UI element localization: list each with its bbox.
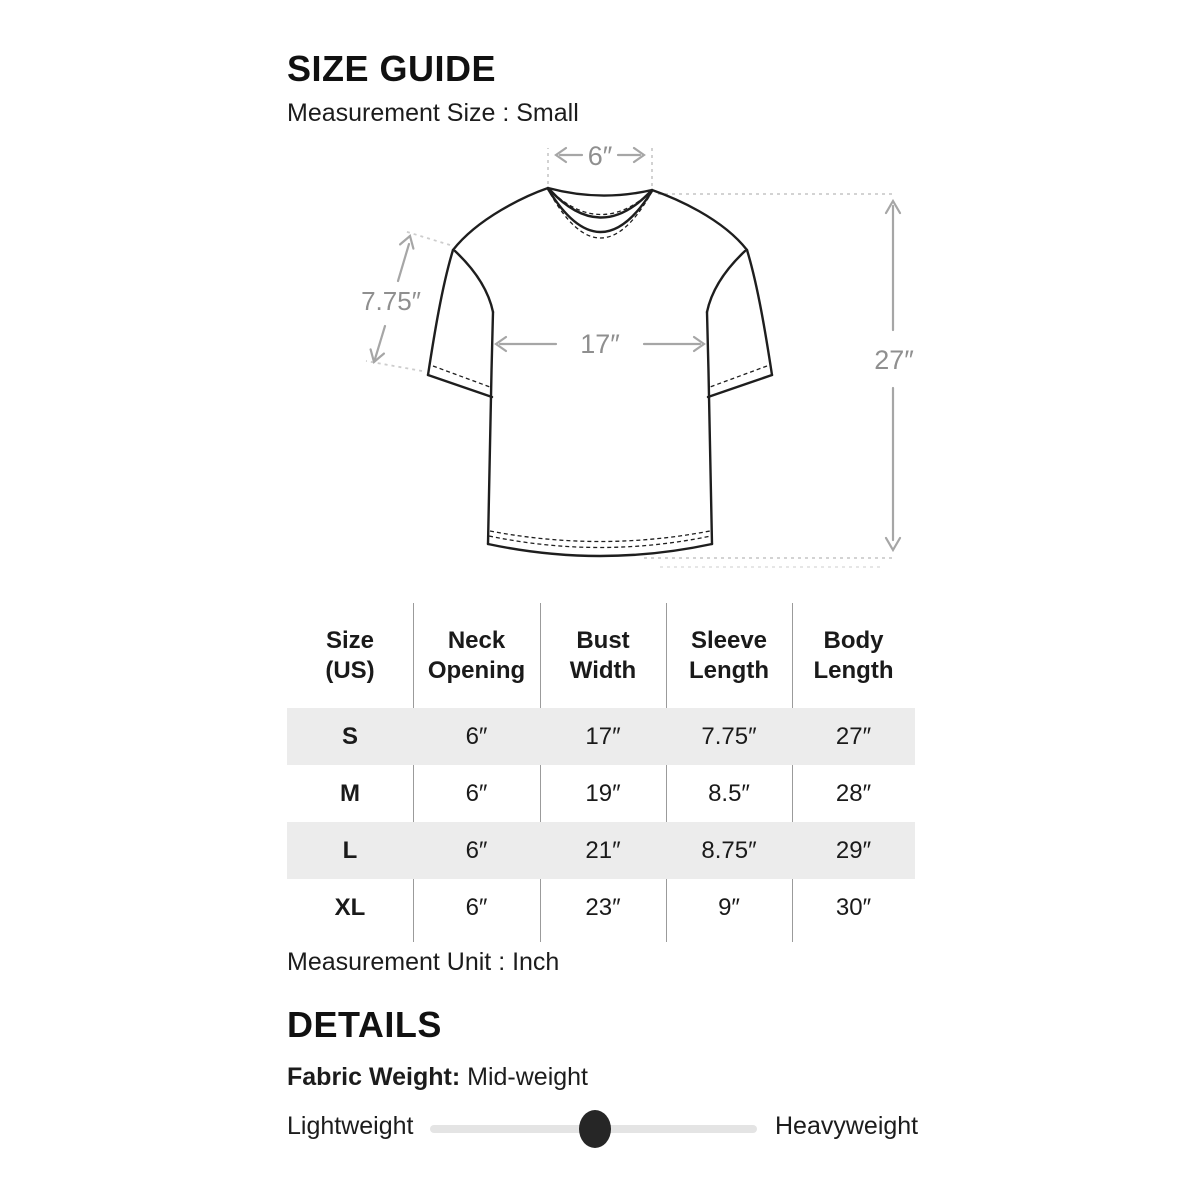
body-length-cell: 29″ (835, 836, 872, 864)
neck-opening-cell: 6″ (465, 779, 488, 807)
neck-opening-cell: 6″ (465, 893, 488, 921)
sleeve-length-value: 7.75″ (361, 286, 421, 316)
sleeve-length-cell: 8.75″ (701, 836, 757, 864)
body-length-cell: 28″ (835, 779, 872, 807)
arrow-down-icon (369, 348, 385, 364)
table-row-m: M 6″ 19″ 8.5″ 28″ (287, 765, 915, 822)
arrow-up-icon (884, 198, 902, 215)
page-title: SIZE GUIDE (287, 48, 497, 89)
measurement-size-subtitle: Measurement Size : Small (287, 99, 579, 127)
arrow-right-icon (692, 335, 706, 353)
size-cell: XL (334, 893, 366, 921)
sleeve-length-cell: 8.5″ (708, 779, 750, 807)
table-row-xl: XL 6″ 23″ 9″ 30″ (287, 879, 915, 936)
neck-opening-measure (554, 146, 646, 164)
fabric-weight-slider-knob[interactable] (579, 1110, 612, 1148)
table-divider (413, 603, 414, 942)
slider-label-heavyweight: Heavyweight (775, 1112, 919, 1140)
fabric-weight-line: Fabric Weight: Mid-weight (287, 1063, 588, 1092)
body-length-measure (884, 198, 902, 553)
bust-width-cell: 21″ (585, 836, 621, 864)
neck-opening-cell: 6″ (465, 836, 488, 864)
bust-width-measure (494, 335, 706, 353)
tshirt-silhouette (428, 188, 772, 556)
sleeve-length-cell: 9″ (718, 893, 740, 921)
sleeve-length-measure (369, 234, 415, 364)
slider-label-lightweight: Lightweight (287, 1112, 414, 1140)
neck-opening-cell: 6″ (465, 722, 488, 750)
column-header-body-length: Body Length (813, 626, 894, 684)
column-header-size: Size (US) (325, 626, 375, 684)
fabric-weight-slider-row: Lightweight Heavyweight (287, 1108, 919, 1152)
fabric-weight-slider-track[interactable] (430, 1110, 757, 1148)
table-divider (540, 603, 541, 942)
size-table: Size (US) Neck Opening Bust Width Sleeve… (287, 603, 915, 942)
neck-opening-value: 6″ (588, 141, 613, 171)
size-cell: M (340, 779, 360, 807)
tshirt-stitching (432, 192, 768, 549)
measurement-unit-note: Measurement Unit : Inch (287, 948, 560, 976)
table-header-row: Size (US) Neck Opening Bust Width Sleeve… (287, 603, 915, 708)
tshirt-outline (426, 186, 774, 558)
arrow-up-icon (399, 234, 415, 250)
column-header-bust-width: Bust Width (569, 626, 637, 684)
bust-width-cell: 17″ (585, 722, 621, 750)
arrow-left-icon (554, 146, 568, 164)
bust-width-cell: 19″ (585, 779, 621, 807)
body-length-cell: 30″ (835, 893, 872, 921)
table-divider (792, 603, 793, 942)
table-row-s: S 6″ 17″ 7.75″ 27″ (287, 708, 915, 765)
table-divider (666, 603, 667, 942)
bust-width-cell: 23″ (585, 893, 621, 921)
measure-guides (365, 148, 893, 568)
table-row-l: L 6″ 21″ 8.75″ 29″ (287, 822, 915, 879)
arrow-right-icon (632, 146, 646, 164)
bust-width-value: 17″ (580, 329, 620, 359)
size-cell: L (342, 836, 358, 864)
sleeve-length-cell: 7.75″ (701, 722, 757, 750)
size-cell: S (341, 722, 358, 750)
tshirt-measurement-diagram: 6″ 7.75″ 17″ 27″ (361, 141, 914, 568)
fabric-weight-label: Fabric Weight: (287, 1063, 461, 1091)
column-header-neck-opening: Neck Opening (427, 626, 526, 684)
arrow-left-icon (494, 335, 508, 353)
arrow-down-icon (884, 536, 902, 553)
body-length-cell: 27″ (835, 722, 872, 750)
fabric-weight-value: Mid-weight (467, 1063, 588, 1091)
column-header-sleeve-length: Sleeve Length (689, 626, 769, 684)
details-heading: DETAILS (287, 1004, 442, 1045)
body-length-value: 27″ (874, 345, 914, 375)
